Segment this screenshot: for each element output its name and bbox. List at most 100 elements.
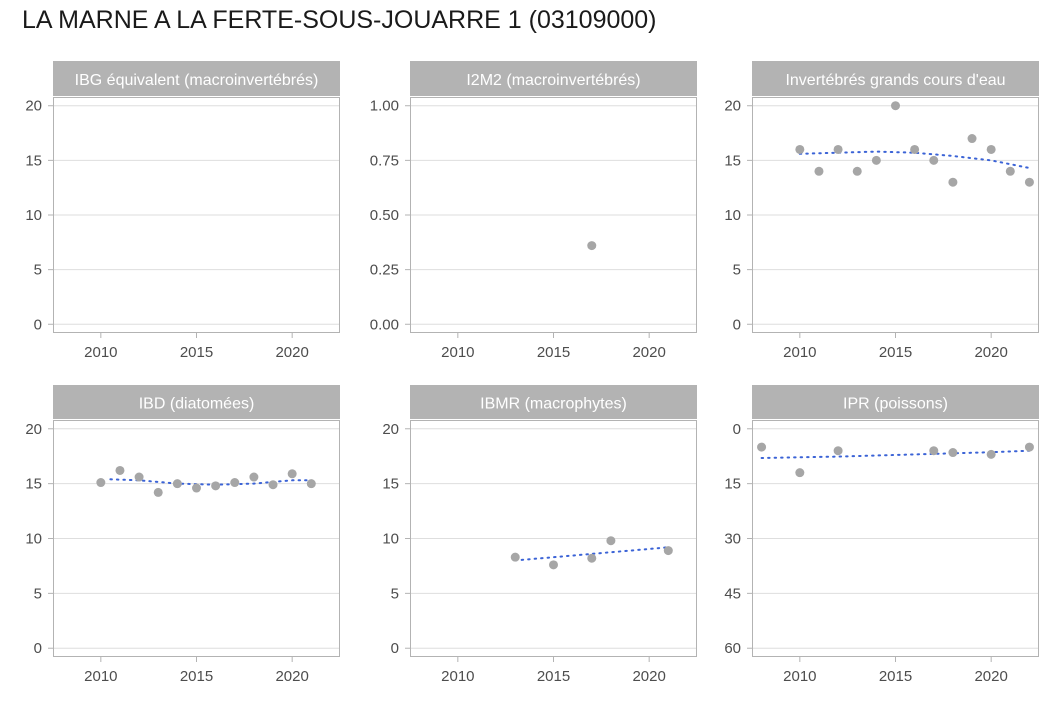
y-tick-label: 0 — [391, 640, 399, 657]
x-tick-label: 2020 — [632, 668, 665, 685]
data-point — [910, 144, 920, 154]
y-tick-label: 5 — [34, 585, 42, 602]
y-tick-label: 1.00 — [370, 98, 399, 115]
data-point — [795, 144, 805, 154]
y-tick-label: 20 — [724, 98, 741, 115]
data-point — [306, 479, 316, 489]
trend-line — [760, 449, 1031, 459]
data-point — [587, 553, 597, 563]
x-tick-label: 2015 — [537, 668, 570, 685]
data-point — [1024, 442, 1034, 452]
trend-line — [798, 150, 1031, 169]
facet-title: IBD (diatomées) — [139, 396, 255, 413]
page-title: LA MARNE A LA FERTE-SOUS-JOUARRE 1 (0310… — [22, 6, 657, 34]
x-tick-label: 2010 — [441, 668, 474, 685]
y-tick-label: 20 — [25, 98, 42, 115]
y-tick-label: 45 — [724, 585, 741, 602]
data-point — [833, 446, 843, 456]
data-point — [948, 448, 958, 458]
x-tick-label: 2020 — [974, 344, 1007, 361]
facet-title: IBG équivalent (macroinvertébrés) — [75, 72, 319, 89]
data-point — [268, 480, 278, 490]
panel-border — [752, 97, 1039, 333]
data-point — [1024, 177, 1034, 187]
data-point — [967, 134, 977, 144]
data-point — [663, 546, 673, 556]
panel-border — [53, 420, 340, 657]
data-point — [230, 478, 240, 488]
data-point — [549, 560, 558, 570]
x-tick-label: 2015 — [180, 668, 213, 685]
data-point — [287, 469, 297, 479]
facet-title: Invertébrés grands cours d'eau — [785, 72, 1005, 89]
x-tick-label: 2015 — [537, 344, 570, 361]
data-point — [795, 468, 805, 478]
x-tick-label: 2020 — [632, 344, 665, 361]
y-tick-label: 5 — [391, 585, 399, 602]
y-tick-label: 10 — [25, 207, 42, 224]
x-tick-label: 2010 — [441, 344, 474, 361]
facet-strip — [752, 385, 1039, 419]
data-point — [871, 155, 881, 165]
facet-strip — [410, 61, 697, 96]
x-tick-label: 2010 — [84, 668, 117, 685]
data-point — [929, 155, 939, 165]
y-tick-label: 0 — [34, 640, 42, 657]
data-point — [211, 481, 221, 491]
panel-border — [410, 420, 697, 657]
facet-title: IBMR (macrophytes) — [480, 396, 627, 413]
facet-strip — [410, 385, 697, 419]
y-tick-label: 0.75 — [370, 152, 399, 169]
data-point — [833, 144, 843, 154]
y-tick-label: 5 — [733, 262, 741, 279]
x-tick-label: 2010 — [783, 344, 816, 361]
data-point — [115, 465, 125, 475]
x-tick-label: 2010 — [783, 668, 816, 685]
y-tick-label: 10 — [724, 207, 741, 224]
x-tick-label: 2015 — [879, 344, 912, 361]
y-tick-label: 0.25 — [370, 262, 399, 279]
data-point — [814, 166, 824, 176]
y-tick-label: 0.00 — [370, 316, 399, 333]
panel-border — [53, 97, 340, 333]
panel-border — [410, 97, 697, 333]
y-tick-label: 60 — [724, 640, 741, 657]
data-point — [134, 472, 144, 482]
data-point — [891, 101, 900, 111]
x-tick-label: 2015 — [180, 344, 213, 361]
y-tick-label: 0 — [34, 316, 42, 333]
y-tick-label: 20 — [25, 421, 42, 438]
y-tick-label: 0 — [733, 316, 741, 333]
x-tick-label: 2015 — [879, 668, 912, 685]
data-point — [1005, 166, 1015, 176]
y-tick-label: 15 — [724, 152, 741, 169]
y-tick-label: 15 — [724, 476, 741, 493]
y-tick-label: 10 — [382, 531, 399, 548]
y-tick-label: 5 — [34, 262, 42, 279]
x-tick-label: 2020 — [275, 668, 308, 685]
data-point — [986, 449, 996, 459]
facet-strip — [53, 61, 340, 96]
y-tick-label: 20 — [382, 421, 399, 438]
y-tick-label: 15 — [25, 476, 42, 493]
data-point — [986, 144, 996, 154]
data-point — [948, 177, 958, 187]
trend-line — [514, 546, 670, 562]
data-point — [587, 241, 597, 251]
data-point — [153, 487, 163, 497]
data-point — [852, 166, 862, 176]
data-point — [96, 478, 106, 488]
x-tick-label: 2020 — [974, 668, 1007, 685]
data-point — [510, 552, 520, 562]
y-tick-label: 0.50 — [370, 207, 399, 224]
panel-border — [752, 420, 1039, 657]
y-tick-label: 0 — [733, 421, 741, 438]
data-point — [192, 483, 201, 493]
x-tick-label: 2020 — [275, 344, 308, 361]
facet-title: I2M2 (macroinvertébrés) — [466, 72, 640, 89]
x-tick-label: 2010 — [84, 344, 117, 361]
facet-title: IPR (poissons) — [843, 396, 948, 413]
y-tick-label: 30 — [724, 531, 741, 548]
y-tick-label: 15 — [25, 152, 42, 169]
y-tick-label: 10 — [25, 531, 42, 548]
